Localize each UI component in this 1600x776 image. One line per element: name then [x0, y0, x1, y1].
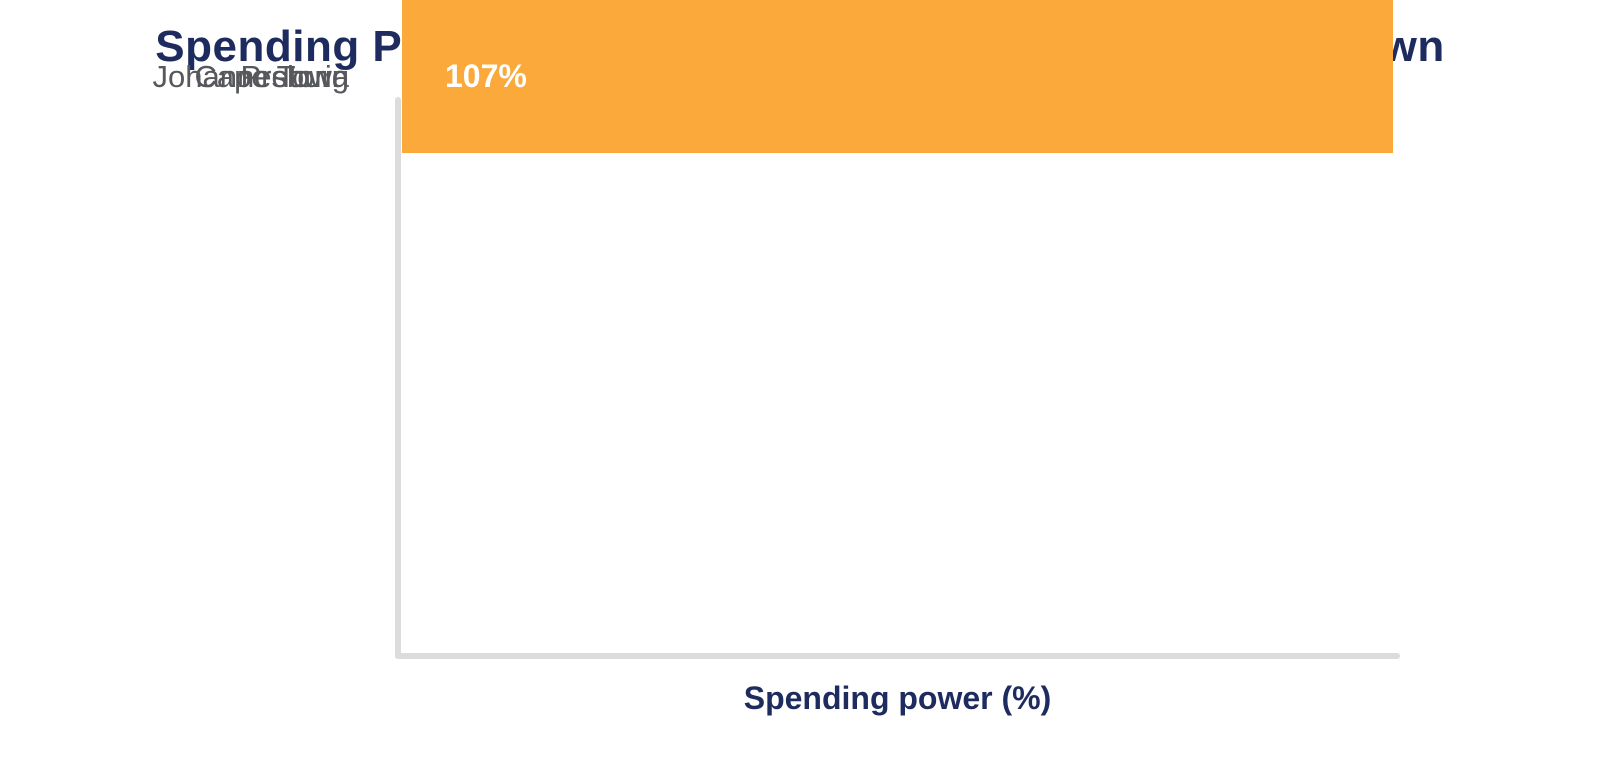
category-label-johannesburg: Johannesburg [152, 58, 350, 94]
x-axis-line [395, 653, 1400, 659]
category-label-cape-town: Cape Town [194, 58, 349, 94]
value-label-pretoria: 107% [445, 58, 527, 94]
category-label-pretoria: Pretoria [240, 58, 349, 94]
bar-pretoria: 107% [402, 0, 1393, 153]
y-axis-line [395, 97, 401, 659]
bar-row-pretoria: Pretoria 107% [0, 0, 1600, 153]
x-axis-title: Spending power (%) [743, 680, 1052, 716]
